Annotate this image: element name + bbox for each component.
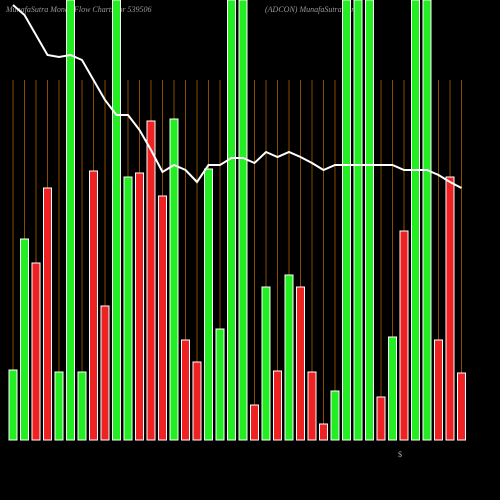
bar bbox=[365, 0, 374, 441]
bar bbox=[181, 339, 190, 441]
bar bbox=[330, 390, 340, 441]
bar bbox=[296, 286, 305, 441]
bar bbox=[20, 238, 29, 441]
bar bbox=[445, 176, 455, 441]
bar bbox=[342, 0, 351, 441]
bar bbox=[215, 328, 225, 441]
bar bbox=[411, 0, 420, 441]
bar bbox=[284, 274, 294, 441]
bar bbox=[66, 0, 75, 441]
bar bbox=[135, 172, 144, 441]
bar bbox=[376, 396, 386, 441]
bar bbox=[434, 339, 443, 441]
bar bbox=[227, 0, 236, 441]
bar bbox=[77, 371, 87, 441]
bar bbox=[457, 372, 466, 441]
bar bbox=[307, 371, 317, 441]
bar bbox=[204, 168, 213, 441]
bar bbox=[8, 369, 18, 441]
chart-subtitle: (ADCON) MunafaSutra.com bbox=[265, 5, 357, 14]
bar bbox=[169, 118, 179, 441]
bar bbox=[399, 230, 409, 441]
bar bbox=[192, 361, 202, 441]
flow-line bbox=[12, 4, 462, 189]
bar bbox=[31, 262, 41, 441]
bar bbox=[319, 423, 328, 441]
bar bbox=[250, 404, 259, 441]
bar bbox=[422, 0, 432, 441]
bar bbox=[43, 187, 52, 441]
bar bbox=[273, 370, 282, 441]
bar bbox=[158, 195, 167, 441]
bar bbox=[89, 170, 98, 441]
bar bbox=[238, 0, 248, 441]
bar bbox=[100, 305, 110, 441]
bar bbox=[54, 371, 64, 441]
chart-title: MunafaSutra Money Flow Charts for 539506 bbox=[5, 5, 152, 14]
bar bbox=[261, 286, 271, 441]
bar bbox=[123, 176, 133, 441]
bar bbox=[112, 0, 121, 441]
bar bbox=[353, 0, 363, 441]
bar bbox=[146, 120, 156, 441]
bar bbox=[388, 336, 397, 441]
annotation: $ bbox=[398, 450, 402, 459]
